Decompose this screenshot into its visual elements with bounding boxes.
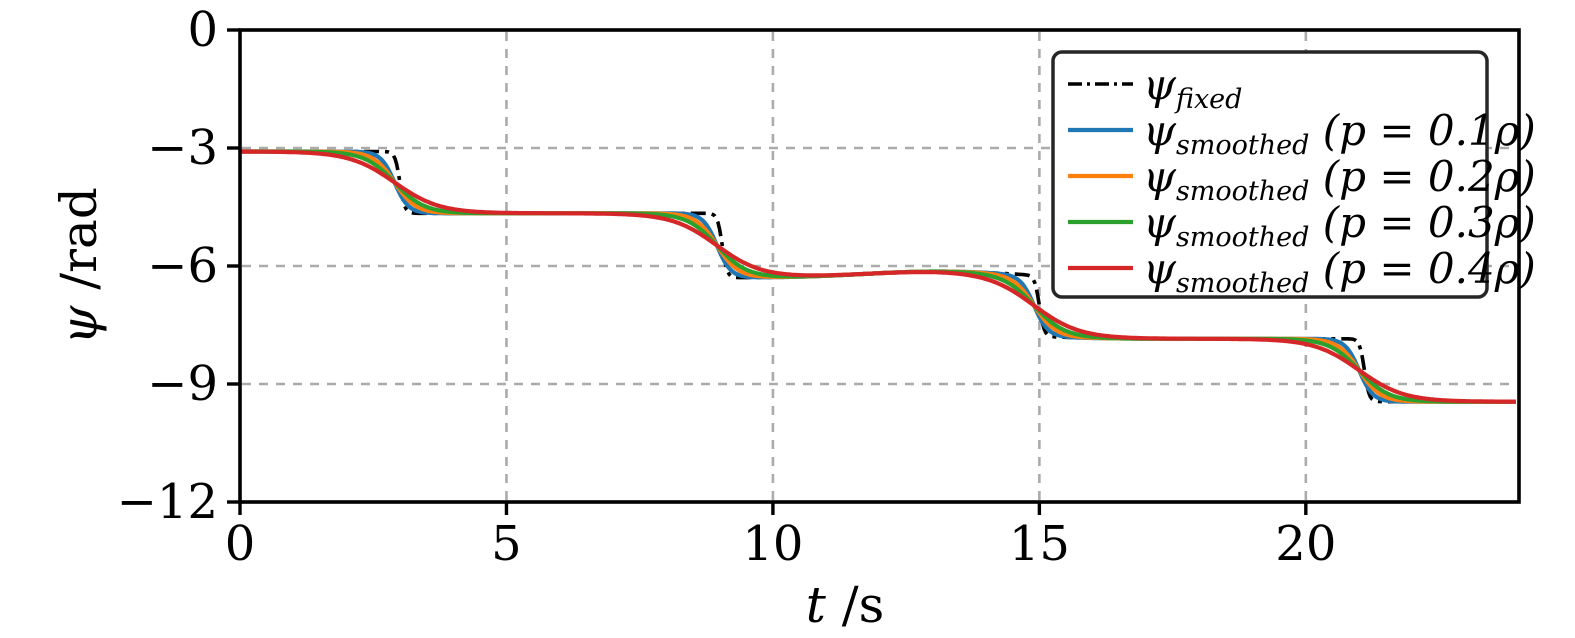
y-tick-label-0: 0 xyxy=(187,2,218,58)
y-tick-label--3: −3 xyxy=(147,120,218,176)
x-axis-label: t /s xyxy=(806,576,885,634)
y-axis-label: ψ /rad xyxy=(50,187,108,345)
legend-label-2: ψsmoothed (p = 0.2ρ) xyxy=(1143,152,1536,207)
axis-ticks: 0 5 10 15 20 0 −3 −6 −9 −12 xyxy=(117,2,1337,572)
y-tick-label--6: −6 xyxy=(147,238,218,294)
series-line-psi-smoothed-0.4 xyxy=(240,149,1516,404)
legend-entry-1: ψsmoothed (p = 0.1ρ) xyxy=(1068,106,1536,161)
legend-label-3: ψsmoothed (p = 0.3ρ) xyxy=(1143,198,1536,253)
x-tick-label-20: 20 xyxy=(1275,516,1336,572)
x-tick-label-0: 0 xyxy=(225,516,256,572)
legend-label-4: ψsmoothed (p = 0.4ρ) xyxy=(1143,244,1536,299)
x-tick-label-5: 5 xyxy=(491,516,522,572)
legend-label-0: ψfixed xyxy=(1143,60,1242,115)
x-tick-label-15: 15 xyxy=(1009,516,1070,572)
legend-entry-3: ψsmoothed (p = 0.3ρ) xyxy=(1068,198,1536,253)
y-tick-label--12: −12 xyxy=(117,474,218,530)
legend-box xyxy=(1051,50,1489,299)
y-tick-label--9: −9 xyxy=(147,356,218,412)
legend-entry-0: ψfixed xyxy=(1068,60,1242,115)
series-curves xyxy=(240,149,1516,404)
legend-entry-4: ψsmoothed (p = 0.4ρ) xyxy=(1068,244,1536,299)
legend-label-1: ψsmoothed (p = 0.1ρ) xyxy=(1143,106,1536,161)
legend-entry-2: ψsmoothed (p = 0.2ρ) xyxy=(1068,152,1536,207)
x-tick-label-10: 10 xyxy=(742,516,803,572)
